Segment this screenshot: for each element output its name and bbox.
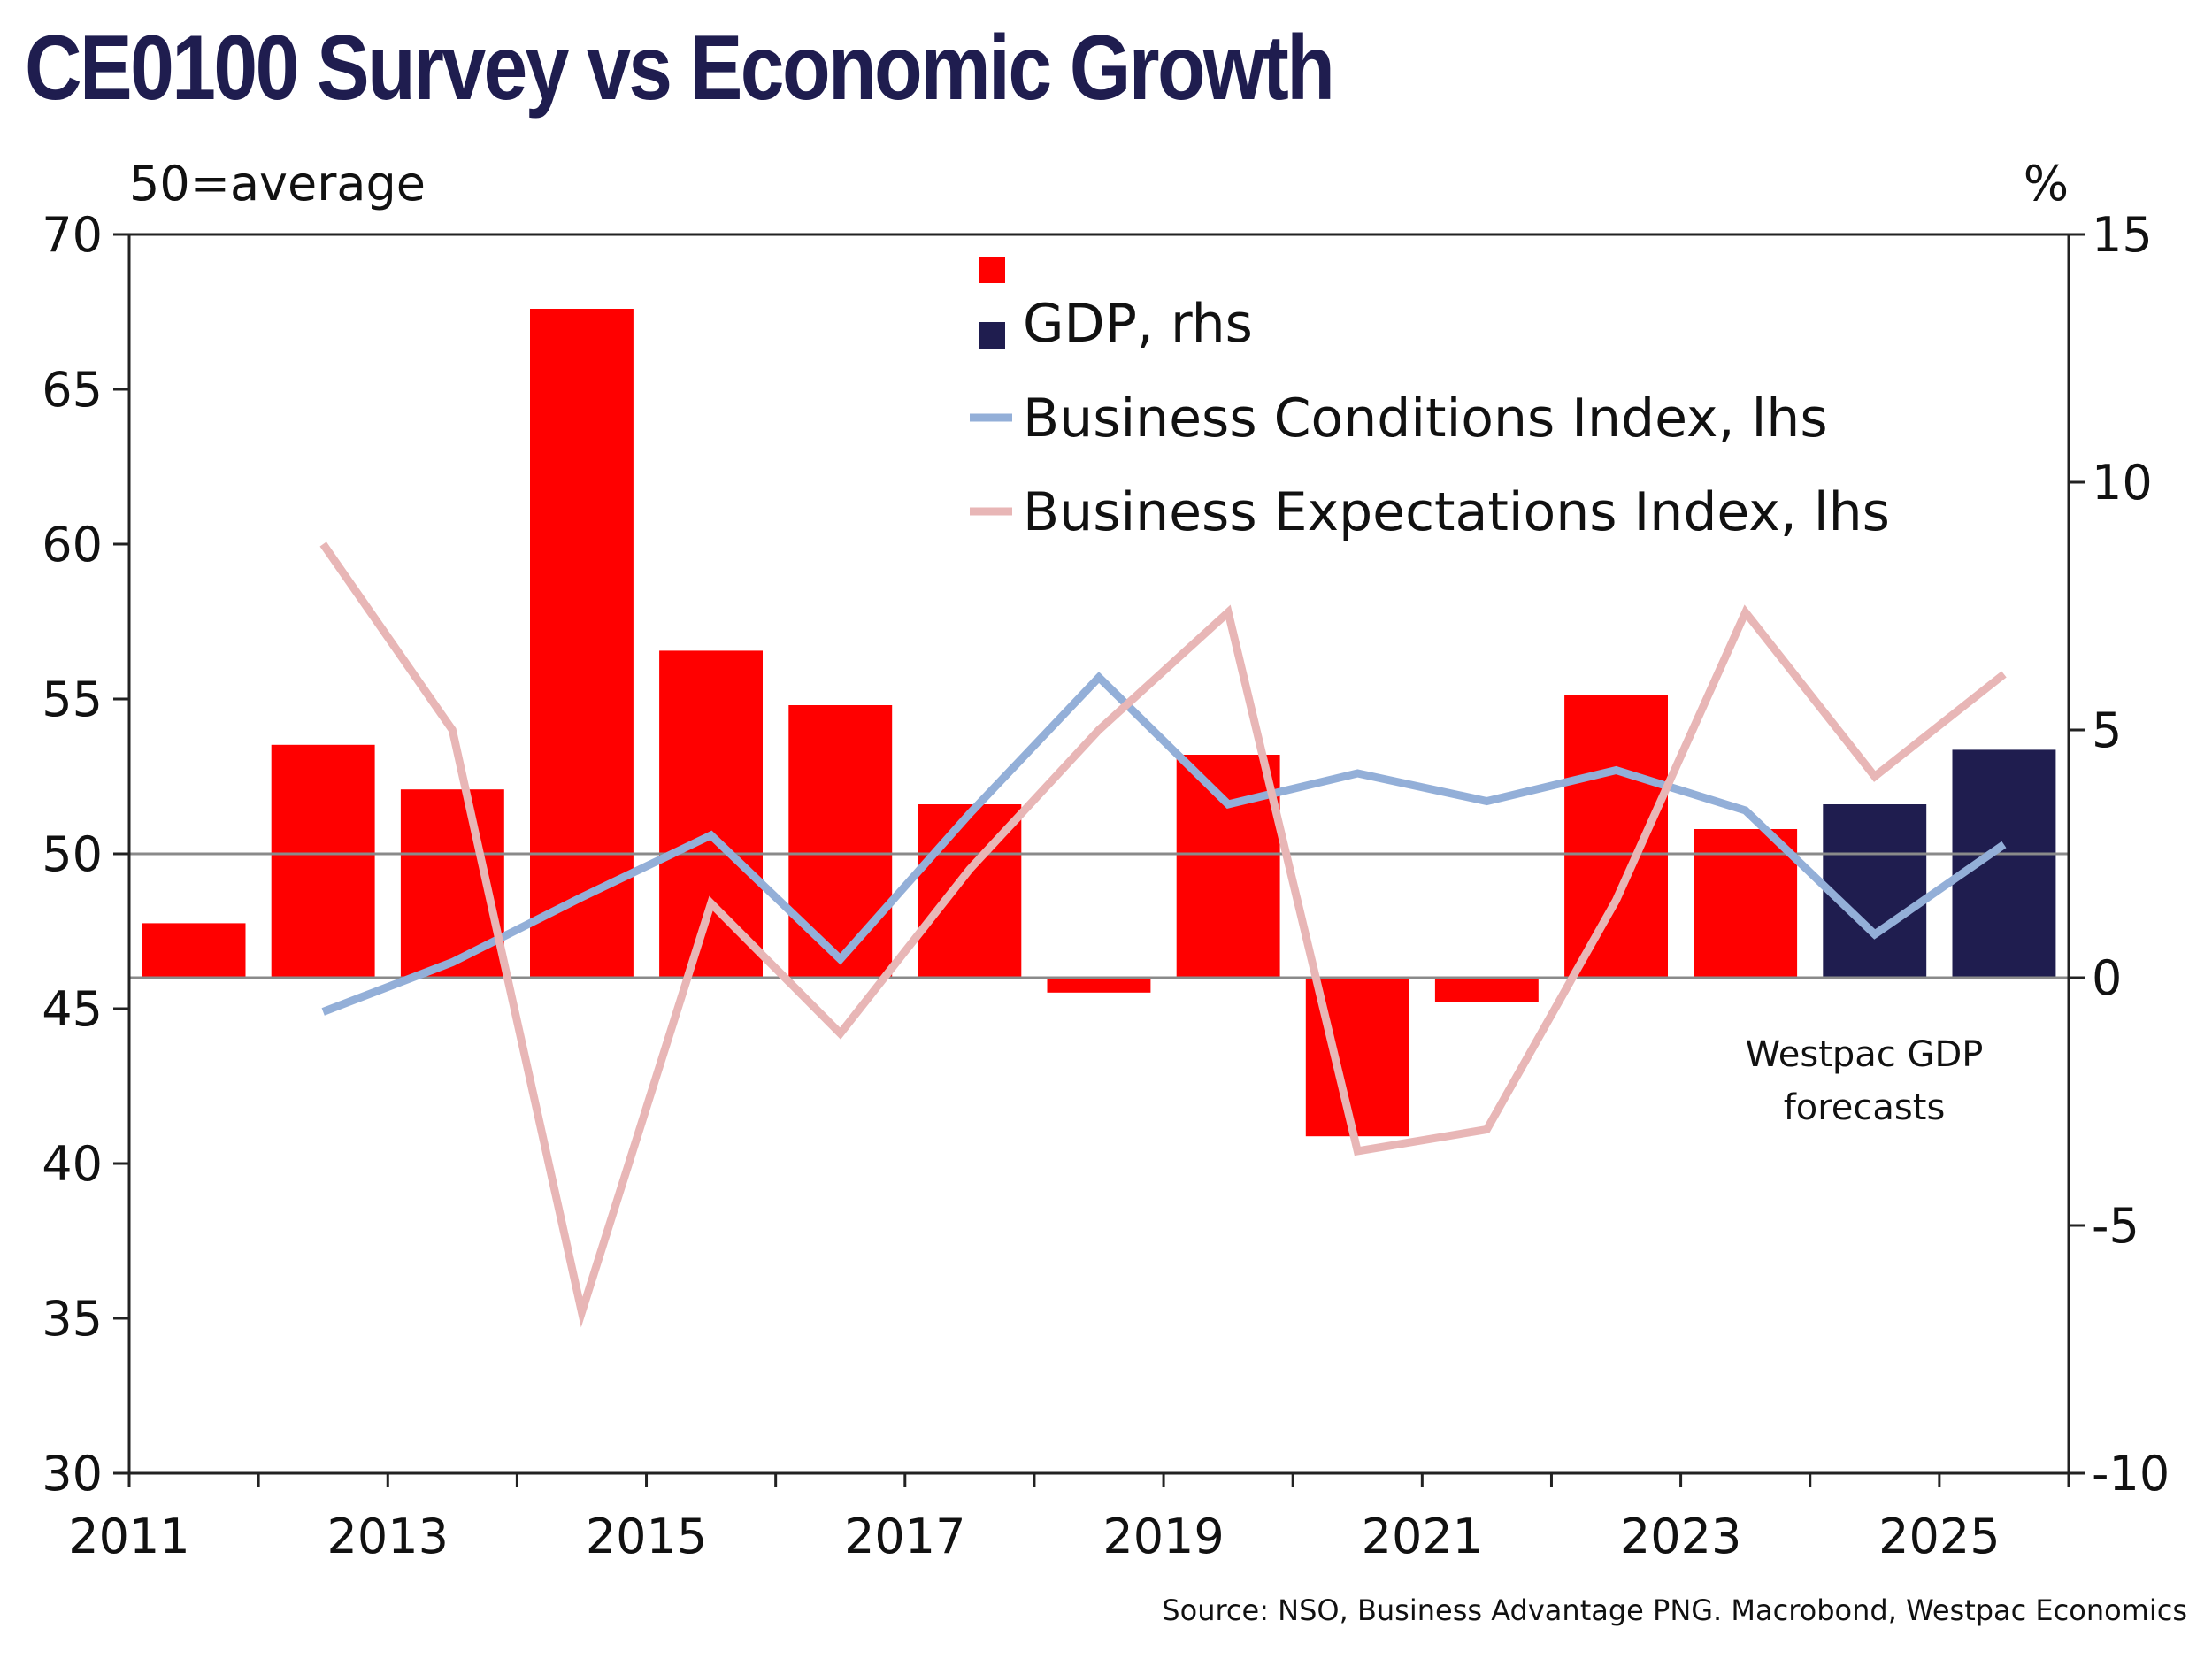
left-tick-label-35: 35 [42, 1291, 103, 1347]
gdp-bar-2014 [530, 309, 634, 978]
gdp-bar-2011 [142, 923, 246, 978]
left-tick-label-45: 45 [42, 981, 103, 1037]
x-tick-label-2017: 2017 [844, 1509, 965, 1564]
x-tick-label-2011: 2011 [68, 1509, 189, 1564]
x-tick-label-2023: 2023 [1620, 1509, 1741, 1564]
left-tick-label-65: 65 [42, 362, 103, 418]
gdp-bar-2016 [788, 705, 893, 978]
legend-gdp-swatch-forecast [979, 322, 1005, 349]
gdp-bar-2022 [1564, 695, 1668, 978]
gdp-bar-2018 [1047, 978, 1151, 993]
forecast-annotation-line1: Westpac GDP [1746, 1034, 1984, 1075]
legend-gdp-label: GDP, rhs [1023, 293, 1253, 355]
left-tick-label-30: 30 [42, 1446, 103, 1502]
forecast-annotation-line2: forecasts [1784, 1087, 1946, 1128]
x-tick-label-2015: 2015 [586, 1509, 707, 1564]
legend-expectations-label: Business Expectations Index, lhs [1023, 481, 1890, 543]
right-tick-label-15: 15 [2092, 207, 2153, 263]
left-tick-label-40: 40 [42, 1136, 103, 1192]
left-tick-label-70: 70 [42, 207, 103, 263]
right-tick-label-0: 0 [2092, 950, 2122, 1006]
legend-conditions-label: Business Conditions Index, lhs [1023, 388, 1828, 449]
right-tick-label--5: -5 [2092, 1198, 2139, 1254]
index-lines [319, 541, 2007, 1328]
gdp-bar-2025 [1952, 749, 2056, 978]
left-tick-label-60: 60 [42, 517, 103, 572]
axis-ticks: 30 35 40 45 50 55 60 65 70 -10 -5 0 5 10 15 2011 2013 201… [42, 207, 2170, 1564]
gdp-bar-2021 [1434, 978, 1539, 1002]
right-tick-label--10: -10 [2092, 1446, 2170, 1502]
left-tick-label-55: 55 [42, 672, 103, 727]
right-axis-unit-label: % [2024, 156, 2069, 211]
left-tick-label-50: 50 [42, 826, 103, 882]
business-conditions-line [321, 672, 2007, 1016]
legend-gdp-swatch-actual [979, 257, 1005, 283]
left-axis-unit-label: 50=average [129, 156, 426, 211]
gdp-bar-2023 [1694, 829, 1798, 978]
gdp-bar-2019 [1176, 755, 1280, 978]
right-tick-label-5: 5 [2092, 703, 2122, 758]
x-tick-label-2025: 2025 [1878, 1509, 2000, 1564]
x-tick-label-2013: 2013 [327, 1509, 449, 1564]
right-tick-label-10: 10 [2092, 455, 2153, 511]
x-tick-label-2021: 2021 [1362, 1509, 1483, 1564]
chart-title: CE0100 Survey vs Economic Growth [25, 17, 1335, 119]
legend: GDP, rhs Business Conditions Index, lhs … [970, 257, 1890, 543]
reference-line [129, 852, 2069, 979]
business-expectations-line [319, 541, 2007, 1328]
source-note: Source: NSO, Business Advantage PNG. Mac… [1162, 1594, 2187, 1627]
x-tick-label-2019: 2019 [1102, 1509, 1224, 1564]
gdp-bar-2012 [271, 744, 375, 978]
gdp-bar-2015 [659, 650, 763, 978]
gdp-bar-2024 [1823, 804, 1927, 978]
